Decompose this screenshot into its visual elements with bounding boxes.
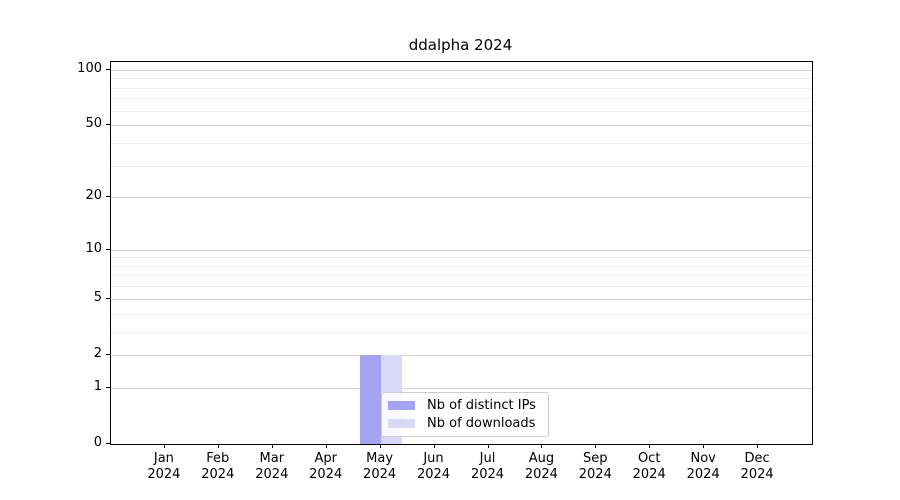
y-tick-mark xyxy=(106,297,110,299)
x-tick-label-may: May 2024 xyxy=(363,451,397,482)
minor-gridline xyxy=(111,87,812,89)
legend-item-downloads: Nb of downloads xyxy=(388,416,536,431)
x-tick-mark xyxy=(271,444,273,448)
minor-gridline xyxy=(111,78,812,80)
legend-swatch-distinct-ips-icon xyxy=(388,401,415,410)
x-tick-label-apr: Apr 2024 xyxy=(309,451,343,482)
chart-title: ddalpha 2024 xyxy=(408,36,513,54)
x-tick-label-aug: Aug 2024 xyxy=(524,451,558,482)
minor-gridline xyxy=(111,142,812,144)
x-tick-label-oct: Oct 2024 xyxy=(632,451,666,482)
minor-gridline xyxy=(111,331,812,333)
y-tick-label: 2 xyxy=(93,345,102,361)
x-tick-mark xyxy=(649,444,651,448)
major-gridline xyxy=(111,69,812,71)
y-tick-mark xyxy=(106,68,110,70)
major-gridline xyxy=(111,387,812,389)
x-tick-mark xyxy=(163,444,165,448)
x-tick-label-nov: Nov 2024 xyxy=(686,451,720,482)
minor-gridline xyxy=(111,98,812,100)
y-tick-mark xyxy=(106,443,110,444)
legend-label-downloads: Nb of downloads xyxy=(427,416,536,431)
x-tick-label-jun: Jun 2024 xyxy=(416,451,451,482)
y-tick-label: 0 xyxy=(93,435,102,450)
major-gridline xyxy=(111,354,812,356)
y-tick-label: 5 xyxy=(93,289,102,305)
y-tick-label: 10 xyxy=(85,240,102,256)
x-tick-mark xyxy=(595,444,597,448)
y-tick-mark xyxy=(106,196,110,198)
major-gridline xyxy=(111,125,812,127)
x-tick-mark xyxy=(541,444,543,448)
legend: Nb of distinct IPs Nb of downloads xyxy=(381,392,549,437)
plot-area: Nb of distinct IPs Nb of downloads xyxy=(110,61,813,445)
y-tick-label: 20 xyxy=(85,188,102,204)
x-tick-mark xyxy=(433,444,435,448)
major-gridline xyxy=(111,197,812,199)
x-tick-mark xyxy=(487,444,489,448)
x-tick-label-dec: Dec 2024 xyxy=(740,451,774,482)
y-tick-label: 100 xyxy=(77,60,102,76)
y-tick-mark xyxy=(106,386,110,388)
x-tick-mark xyxy=(217,444,219,448)
minor-gridline xyxy=(111,257,812,259)
minor-gridline xyxy=(111,165,812,167)
x-tick-label-mar: Mar 2024 xyxy=(255,451,289,482)
major-gridline xyxy=(111,249,812,251)
legend-label-distinct-ips: Nb of distinct IPs xyxy=(427,398,536,413)
legend-swatch-downloads-icon xyxy=(388,419,415,428)
y-tick-mark xyxy=(106,124,110,126)
y-tick-mark xyxy=(106,248,110,250)
minor-gridline xyxy=(111,110,812,112)
x-tick-label-jul: Jul 2024 xyxy=(470,451,505,482)
minor-gridline xyxy=(111,286,812,288)
minor-gridline xyxy=(111,275,812,277)
x-tick-mark xyxy=(325,444,327,448)
y-tick-label: 1 xyxy=(93,378,102,394)
minor-gridline xyxy=(111,313,812,315)
y-tick-label: 50 xyxy=(85,116,102,132)
x-tick-mark xyxy=(703,444,705,448)
legend-item-distinct-ips: Nb of distinct IPs xyxy=(388,398,536,413)
x-tick-mark xyxy=(757,444,759,448)
minor-gridline xyxy=(111,265,812,267)
major-gridline xyxy=(111,298,812,300)
bar-may-series0 xyxy=(359,354,381,444)
y-tick-mark xyxy=(106,353,110,355)
x-tick-label-feb: Feb 2024 xyxy=(201,451,235,482)
x-tick-label-sep: Sep 2024 xyxy=(578,451,612,482)
x-tick-mark xyxy=(379,444,381,448)
x-tick-label-jan: Jan 2024 xyxy=(147,451,181,482)
